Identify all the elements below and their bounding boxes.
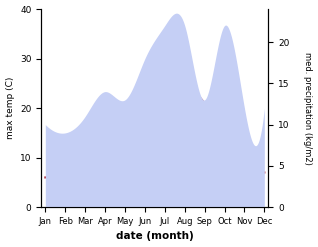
- X-axis label: date (month): date (month): [116, 231, 194, 242]
- Y-axis label: max temp (C): max temp (C): [5, 77, 15, 139]
- Y-axis label: med. precipitation (kg/m2): med. precipitation (kg/m2): [303, 52, 313, 165]
